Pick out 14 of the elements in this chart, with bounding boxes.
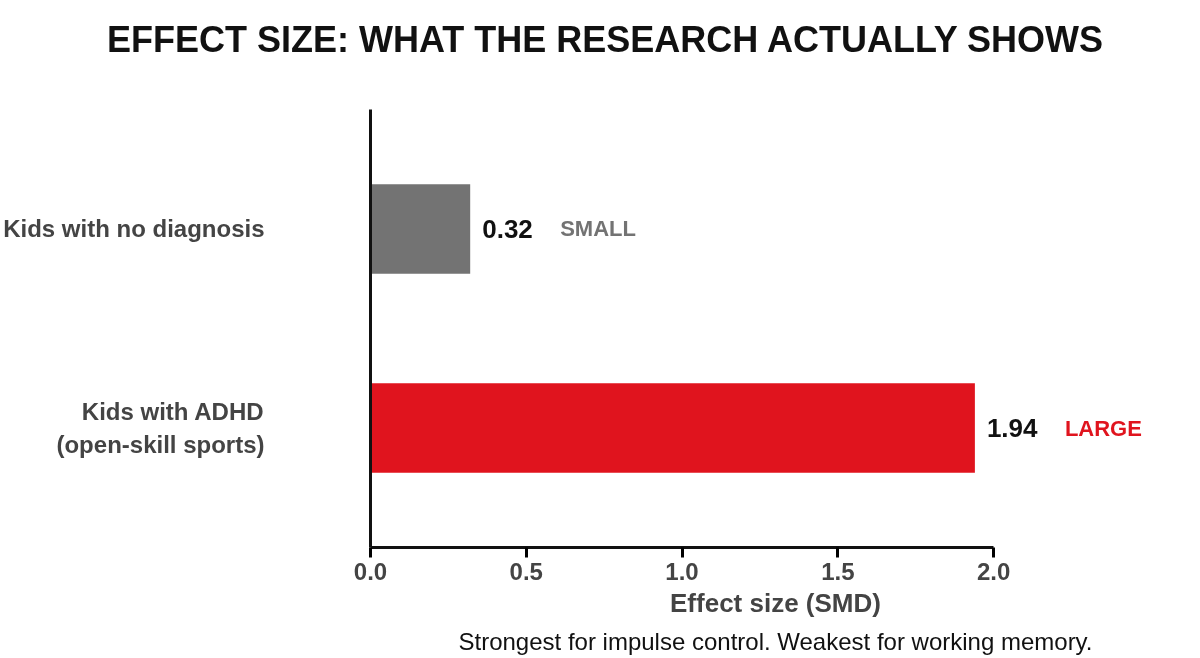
x-axis-title: Effect size (SMD) (670, 587, 881, 618)
x-tick-label: 2.0 (976, 557, 1011, 585)
x-tick-label: 1.0 (665, 557, 699, 585)
annotation: SMALL (560, 216, 636, 242)
x-tick-label: 0.0 (353, 557, 388, 585)
y-tick-label: Kids with ADHD (open-skill sports) (56, 398, 265, 458)
x-tick-label: 0.5 (509, 557, 543, 585)
chart-title: EFFECT SIZE: WHAT THE RESEARCH ACTUALLY SHOWS (106, 18, 1103, 62)
x-tick-label: 1.5 (821, 557, 855, 585)
text: Strongest for impulse control. Weakest for working memory. (458, 627, 1093, 655)
data-label: 0.32 (482, 213, 533, 244)
y-tick-label: Kids with no diagnosis (3, 215, 265, 243)
data-label: 1.94 (986, 413, 1039, 444)
text: LARGE (1064, 415, 1142, 441)
